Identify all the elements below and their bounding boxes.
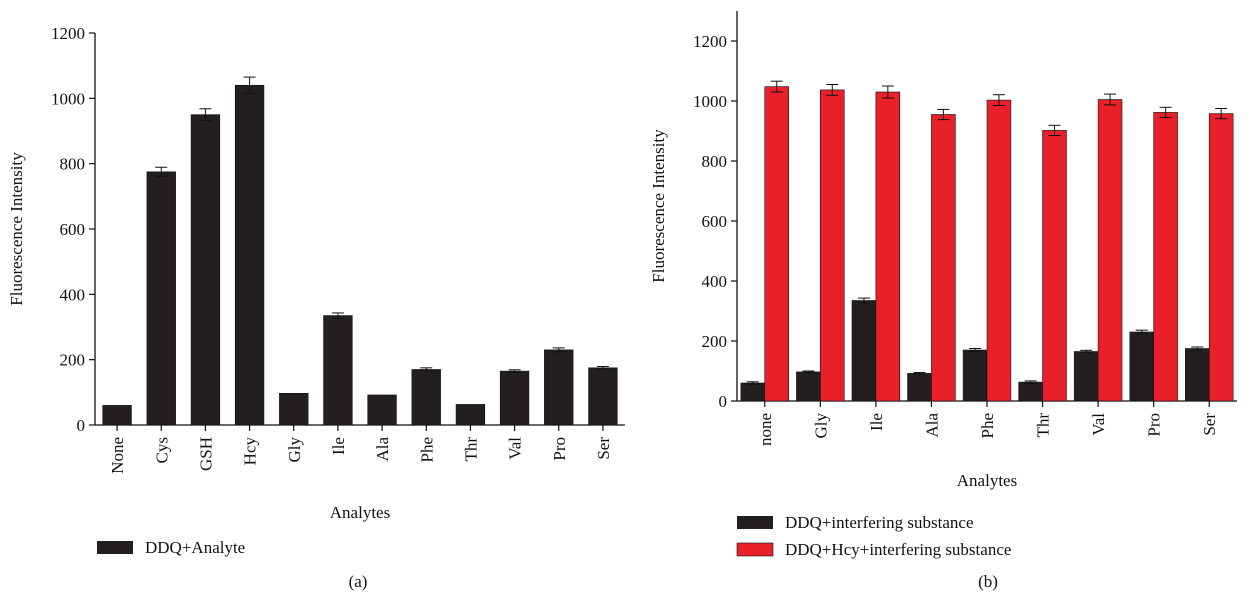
chart-b-x-tick-label: Ser (1200, 413, 1219, 436)
chart-a-x-tick-label: Pro (550, 437, 569, 461)
chart-b-bar (1018, 381, 1043, 402)
chart-b-y-tick-label: 0 (719, 392, 728, 411)
chart-b-y-axis-label: Fluorescence Intensity (649, 129, 668, 283)
chart-b-bar (1208, 113, 1234, 402)
chart-a-bar (499, 370, 530, 426)
chart-b-x-tick-label: Gly (811, 413, 830, 439)
chart-a-x-ticks: None Cys GSH Hcy Gly Ile Ala Phe Thr Val Pro Ser (108, 425, 613, 474)
chart-a-bar (544, 349, 574, 426)
chart-b-y-tick-label: 1000 (693, 92, 727, 111)
chart-b-x-tick-label: Ile (867, 413, 886, 431)
chart-b-y-ticks: 0 200 400 600 800 1000 1200 (693, 32, 737, 411)
chart-b-x-tick-label: Val (1089, 413, 1108, 436)
chart-a-y-tick-label: 600 (60, 220, 86, 239)
chart-b-legend: DDQ+interfering substance DDQ+Hcy+interf… (736, 513, 1011, 559)
chart-b-bar (1185, 348, 1210, 402)
chart-a-x-axis-label: Analytes (330, 503, 390, 522)
chart-a-x-tick-label: Hcy (241, 437, 260, 466)
chart-a-x-tick-label: Phe (417, 437, 436, 463)
chart-a-x-tick-label: Ala (373, 437, 392, 462)
chart-a-bar (190, 114, 221, 426)
chart-a-bar (102, 405, 132, 426)
chart-b-legend-swatch-2 (736, 542, 774, 557)
chart-a-x-tick-label: Gly (285, 437, 304, 463)
chart-a-bar (234, 84, 265, 426)
chart-b-bar (820, 89, 845, 402)
chart-a-x-tick-label: Val (506, 437, 525, 460)
chart-b-bars (740, 80, 1234, 402)
chart-b-bar (1097, 99, 1123, 402)
chart-b-legend-label-1: DDQ+interfering substance (785, 513, 974, 532)
chart-b-bar (1153, 112, 1178, 402)
chart-a-legend: DDQ+Analyte (97, 538, 245, 557)
chart-a-y-tick-label: 400 (60, 285, 86, 304)
chart-a-bar (279, 393, 309, 426)
chart-b-legend-swatch-1 (737, 516, 773, 529)
chart-a: 0 200 400 600 800 1000 1200 None Cys GSH Hcy Gly Il… (7, 24, 625, 591)
chart-b-panel-label: (b) (978, 572, 998, 591)
chart-b-y-tick-label: 600 (702, 212, 728, 231)
chart-b-y-tick-label: 1200 (693, 32, 727, 51)
chart-a-y-tick-label: 1000 (51, 89, 85, 108)
chart-a-y-tick-label: 1200 (51, 24, 85, 43)
chart-b: 0 200 400 600 800 1000 1200 none Gly Ile Ala Phe Th… (649, 11, 1237, 591)
chart-b-legend-label-2: DDQ+Hcy+interfering substance (785, 540, 1011, 559)
chart-a-bar (323, 315, 353, 426)
chart-b-x-tick-label: Pro (1145, 413, 1164, 437)
chart-b-bar (851, 300, 877, 402)
chart-a-x-tick-label: None (108, 437, 127, 474)
chart-b-x-ticks: none Gly Ile Ala Phe Thr Val Pro Ser (756, 401, 1219, 446)
chart-a-bar (455, 404, 486, 426)
chart-a-bar (367, 394, 397, 426)
chart-b-bar (796, 371, 821, 402)
chart-a-bars (102, 76, 618, 426)
chart-a-x-tick-label: Cys (152, 437, 171, 463)
chart-b-y-tick-label: 400 (702, 272, 728, 291)
chart-b-y-tick-label: 200 (702, 332, 728, 351)
chart-b-x-tick-label: none (756, 413, 775, 446)
chart-a-bar (588, 367, 618, 426)
chart-a-legend-swatch (97, 541, 133, 554)
chart-a-bar (411, 369, 441, 426)
chart-b-y-tick-label: 800 (702, 152, 728, 171)
chart-b-bar (907, 373, 932, 402)
chart-b-bar (986, 99, 1012, 402)
chart-a-y-ticks: 0 200 400 600 800 1000 1200 (51, 24, 95, 435)
chart-b-bar (1129, 331, 1154, 402)
chart-a-y-tick-label: 200 (60, 351, 86, 370)
chart-a-x-tick-label: Ser (594, 437, 613, 460)
chart-b-x-tick-label: Thr (1034, 413, 1053, 438)
chart-a-y-tick-label: 0 (77, 416, 86, 435)
chart-b-bar (1073, 351, 1099, 402)
chart-a-x-tick-label: GSH (196, 437, 215, 471)
chart-b-bar (875, 91, 901, 402)
chart-b-bar (962, 349, 988, 402)
chart-a-y-axis-label: Fluorescence Intensity (7, 152, 26, 306)
chart-a-y-tick-label: 800 (60, 155, 86, 174)
chart-a-panel-label: (a) (349, 572, 368, 591)
chart-a-legend-label: DDQ+Analyte (145, 538, 245, 557)
chart-b-x-axis-label: Analytes (957, 471, 1017, 490)
chart-b-x-tick-label: Phe (978, 413, 997, 439)
chart-b-bar (1042, 130, 1067, 402)
chart-b-x-tick-label: Ala (922, 413, 941, 438)
chart-a-bar (146, 171, 176, 426)
chart-b-bar (931, 114, 956, 402)
chart-b-bar (740, 382, 766, 402)
chart-a-x-tick-label: Thr (461, 437, 480, 462)
chart-a-x-tick-label: Ile (329, 437, 348, 455)
chart-b-bar (764, 86, 789, 402)
